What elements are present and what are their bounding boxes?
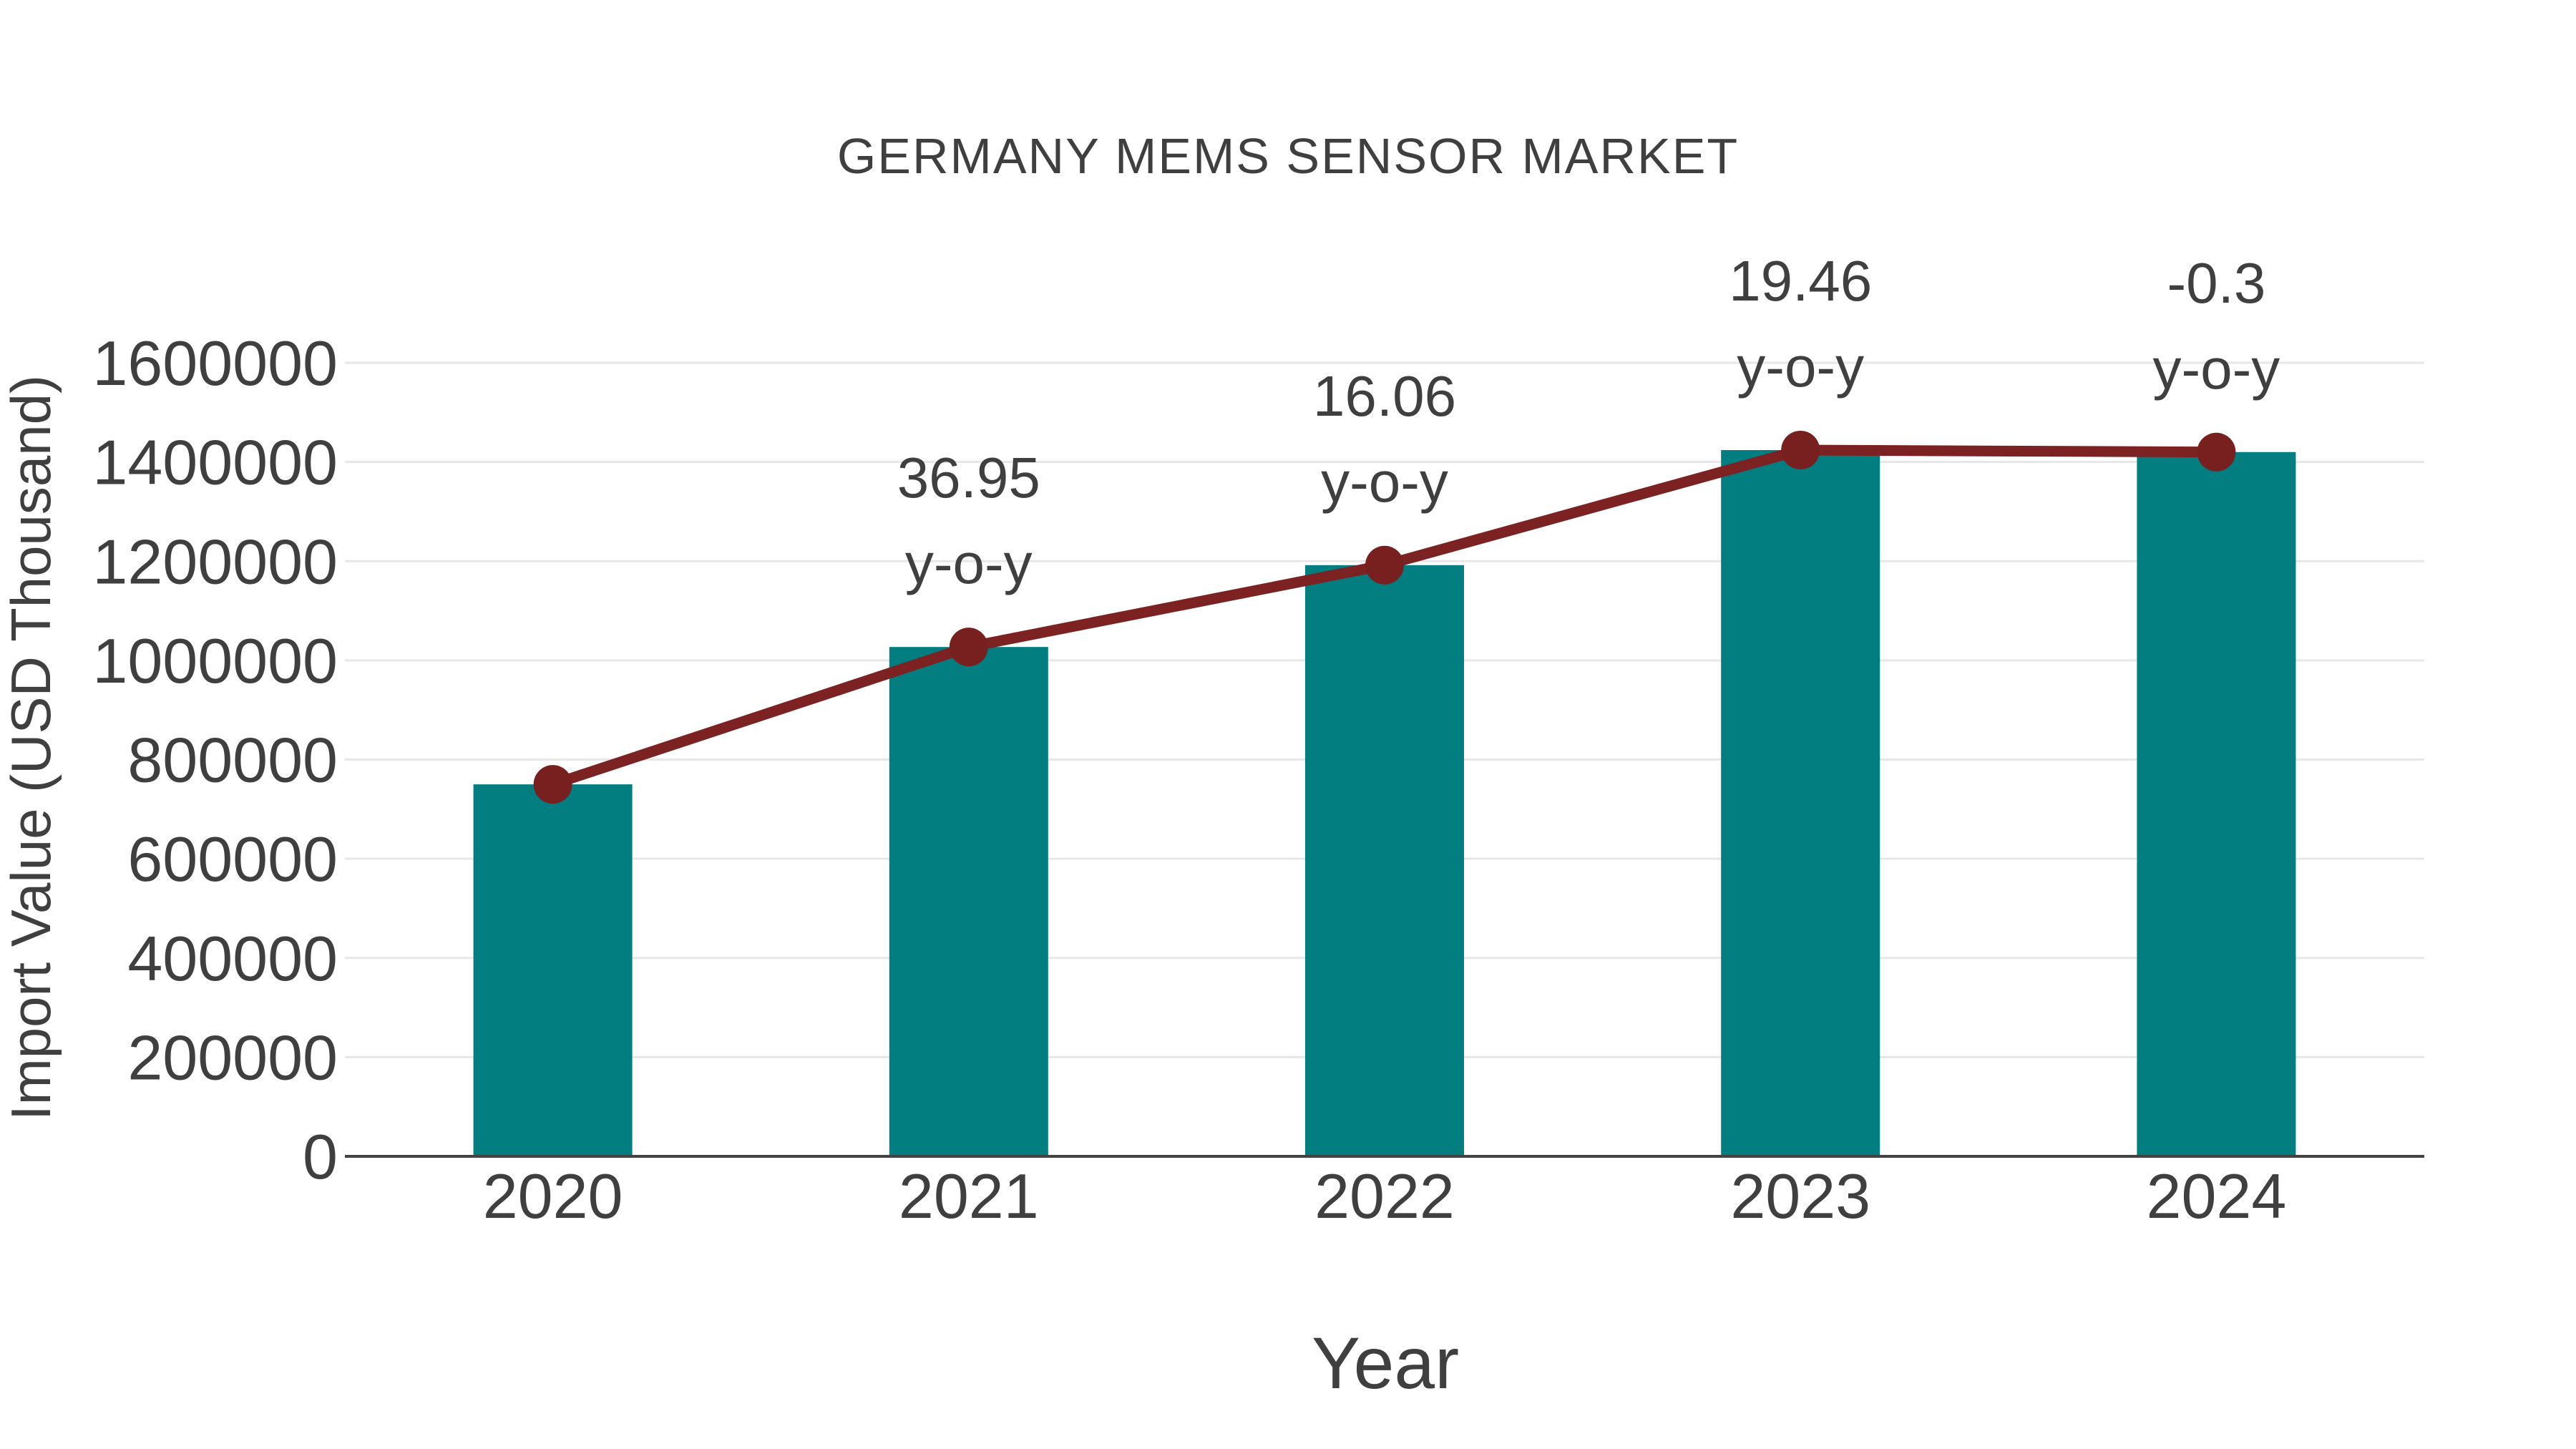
line-marker-2024 [2197, 432, 2236, 472]
x-tick-label: 2023 [1730, 1161, 1870, 1231]
bar-2023 [1721, 449, 1880, 1156]
y-tick-label: 0 [303, 1121, 338, 1192]
y-axis-title: Import Value (USD Thousand) [0, 375, 62, 1121]
bar-2021 [889, 647, 1048, 1156]
line-marker-2022 [1365, 545, 1404, 585]
y-tick-label: 400000 [127, 923, 338, 994]
plot-area: 0 200000 400000 600000 800000 1000000 1200000 1… [92, 249, 2424, 1231]
yoy-value-2024: -0.3 [2167, 251, 2265, 315]
bar-2024 [2137, 452, 2296, 1156]
y-tick-label: 1400000 [92, 427, 338, 498]
yoy-value-2023: 19.46 [1729, 249, 1872, 313]
line-marker-2023 [1781, 430, 1820, 469]
y-tick-label: 200000 [127, 1022, 338, 1093]
y-tick-label: 1200000 [92, 526, 338, 597]
yoy-suffix-2022: y-o-y [1321, 450, 1448, 514]
x-tick-label: 2022 [1314, 1161, 1455, 1231]
line-marker-2020 [533, 765, 572, 804]
yoy-suffix-2021: y-o-y [905, 532, 1033, 595]
bar-2020 [473, 784, 633, 1156]
y-tick-label: 800000 [127, 725, 338, 796]
chart-title: GERMANY MEMS SENSOR MARKET [837, 128, 1739, 184]
yoy-value-2022: 16.06 [1313, 364, 1456, 428]
yoy-suffix-2023: y-o-y [1737, 335, 1864, 399]
y-tick-label: 1600000 [92, 328, 338, 399]
line-marker-2021 [949, 628, 988, 667]
x-tick-label: 2024 [2147, 1161, 2287, 1231]
x-tick-label: 2021 [899, 1161, 1039, 1231]
x-axis-title: Year [1312, 1322, 1459, 1404]
x-tick-label: 2020 [483, 1161, 623, 1231]
yoy-suffix-2024: y-o-y [2153, 337, 2280, 401]
y-tick-label: 1000000 [92, 625, 338, 696]
yoy-value-2021: 36.95 [897, 446, 1040, 509]
bar-2022 [1305, 565, 1464, 1156]
y-tick-label: 600000 [127, 824, 338, 894]
